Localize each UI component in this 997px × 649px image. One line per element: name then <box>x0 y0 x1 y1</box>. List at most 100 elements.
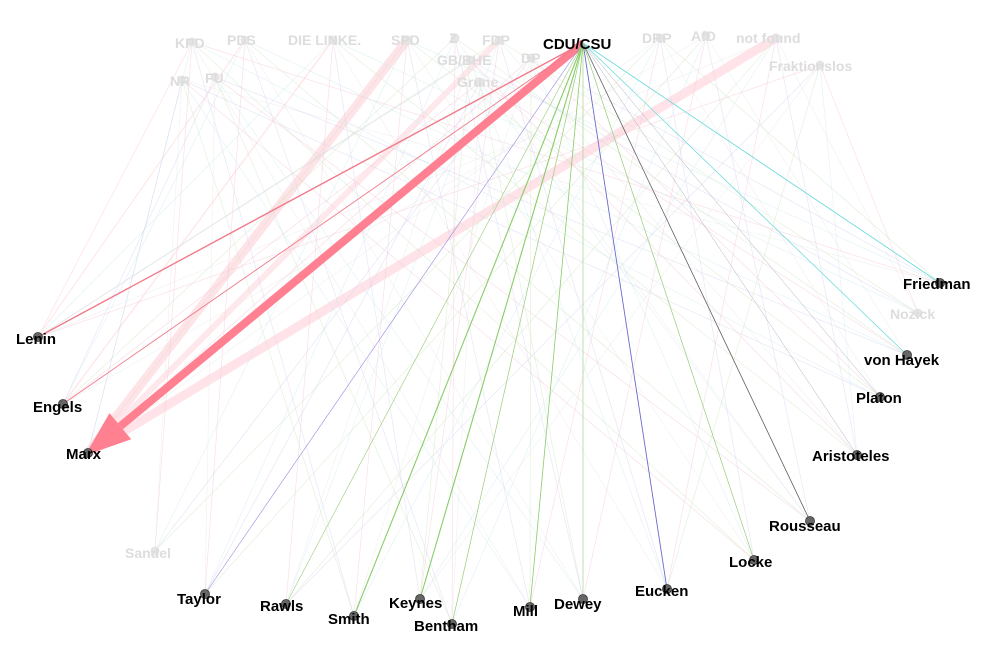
edge-pds-taylor <box>204 39 246 595</box>
node-label-fu: FU <box>205 70 224 86</box>
edge-notfound-keynes <box>419 37 777 600</box>
node-label-z: Z <box>449 30 458 46</box>
node-fraktionslos[interactable] <box>815 60 825 70</box>
node-label-smith: Smith <box>328 611 370 628</box>
node-keynes[interactable] <box>415 594 425 604</box>
edge-gbbhe-rawls <box>285 59 471 605</box>
node-locke[interactable] <box>749 555 759 565</box>
node-label-rousseau: Rousseau <box>769 518 841 535</box>
edge-linke-keynes <box>332 39 421 600</box>
node-sandel[interactable] <box>150 546 160 556</box>
node-rawls[interactable] <box>281 599 291 609</box>
node-engels[interactable] <box>58 399 68 409</box>
edge-pds-lenin <box>37 39 246 338</box>
edge-cdu-bentham <box>451 42 584 625</box>
edge-notfound-marx <box>83 33 781 458</box>
edge-drp-platon <box>659 37 881 398</box>
node-notfound[interactable] <box>771 33 781 43</box>
node-label-fdp: FDP <box>482 32 510 48</box>
edge-pds-hayek <box>244 39 908 356</box>
node-spd[interactable] <box>402 35 412 45</box>
node-smith[interactable] <box>349 611 359 621</box>
edge-fraktionslos-nozick <box>819 64 919 314</box>
edge-gbbhe-lenin <box>37 59 471 338</box>
edge-cdu-marx <box>117 39 586 430</box>
edge-spd-marx <box>87 39 408 454</box>
edge-fdp-keynes <box>419 39 500 600</box>
node-label-aristoteles: Aristoteles <box>812 448 890 465</box>
edge-linke-eucken <box>332 39 668 590</box>
edge-nr-smith <box>181 79 355 617</box>
edge-spd-mill <box>406 39 531 608</box>
edge-pds-rousseau <box>244 39 811 522</box>
node-hayek[interactable] <box>902 350 912 360</box>
node-rousseau[interactable] <box>805 516 815 526</box>
edge-z-hayek <box>454 37 908 356</box>
node-label-dp: DP <box>521 50 540 66</box>
edge-nr-mill <box>181 79 531 608</box>
edge-cdu-hayek <box>582 42 908 356</box>
edge-cdu-rawls <box>285 42 584 605</box>
node-label-mill: Mill <box>513 603 538 620</box>
node-gruene[interactable] <box>475 77 485 87</box>
node-aristoteles[interactable] <box>852 450 862 460</box>
edge-fdp-marx <box>85 37 502 456</box>
node-gbbhe[interactable] <box>465 55 475 65</box>
node-kpd[interactable] <box>187 37 197 47</box>
node-z[interactable] <box>450 33 460 43</box>
node-label-sandel: Sandel <box>125 545 171 561</box>
node-marx[interactable] <box>83 448 93 458</box>
node-label-bentham: Bentham <box>414 618 478 635</box>
node-nr[interactable] <box>177 75 187 85</box>
node-nozick[interactable] <box>913 308 923 318</box>
node-label-friedman: Friedman <box>903 276 971 293</box>
edge-gbbhe-eucken <box>469 59 668 590</box>
edge-drp-sandel <box>154 37 661 552</box>
node-fu[interactable] <box>210 72 220 82</box>
node-bentham[interactable] <box>447 619 457 629</box>
edge-kpd-sandel <box>154 41 193 552</box>
nodes <box>33 31 945 629</box>
edge-cdu-rousseau <box>582 42 811 522</box>
node-friedman[interactable] <box>935 278 945 288</box>
edge-dp-smith <box>353 57 532 617</box>
node-pds[interactable] <box>240 35 250 45</box>
edge-gruene-bentham <box>451 81 481 625</box>
edge-z-bentham <box>451 37 456 625</box>
edge-fdp-nozick <box>498 39 919 314</box>
node-label-gruene: Grüne <box>457 74 498 90</box>
node-labels: CDU/CSU KPD PDS DIE LINKE. SPD Z FDP DRP AfD not … <box>16 28 971 635</box>
node-mill[interactable] <box>525 602 535 612</box>
edge-dp-friedman <box>530 57 941 284</box>
node-fdp[interactable] <box>494 35 504 45</box>
node-linke[interactable] <box>328 35 338 45</box>
node-platon[interactable] <box>875 392 885 402</box>
edge-fu-taylor <box>204 76 216 595</box>
edge-drp-locke <box>659 37 755 561</box>
node-label-pds: PDS <box>227 32 256 48</box>
node-label-spd: SPD <box>391 32 420 48</box>
node-lenin[interactable] <box>33 332 43 342</box>
node-eucken[interactable] <box>662 584 672 594</box>
edge-afd-dewey <box>582 35 707 600</box>
edge-kpd-smith <box>191 41 355 617</box>
node-taylor[interactable] <box>200 589 210 599</box>
highlighted-edges <box>37 39 941 625</box>
edge-spd-platon <box>406 39 881 398</box>
edge-cdu-locke <box>582 42 755 561</box>
node-afd[interactable] <box>701 31 711 41</box>
edge-fraktionslos-keynes <box>419 64 821 600</box>
edge-linke-lenin <box>37 39 334 338</box>
edge-spd-friedman <box>406 39 941 284</box>
edge-gbbhe-aristoteles <box>469 59 858 456</box>
edge-arrowhead <box>84 413 132 456</box>
node-dp[interactable] <box>526 53 536 63</box>
edge-notfound-aristoteles <box>775 37 858 456</box>
node-label-platon: Platon <box>856 390 902 407</box>
edge-fu-engels <box>62 76 216 405</box>
node-dewey[interactable] <box>578 594 588 604</box>
node-drp[interactable] <box>655 33 665 43</box>
edge-cdu-engels <box>62 42 584 405</box>
